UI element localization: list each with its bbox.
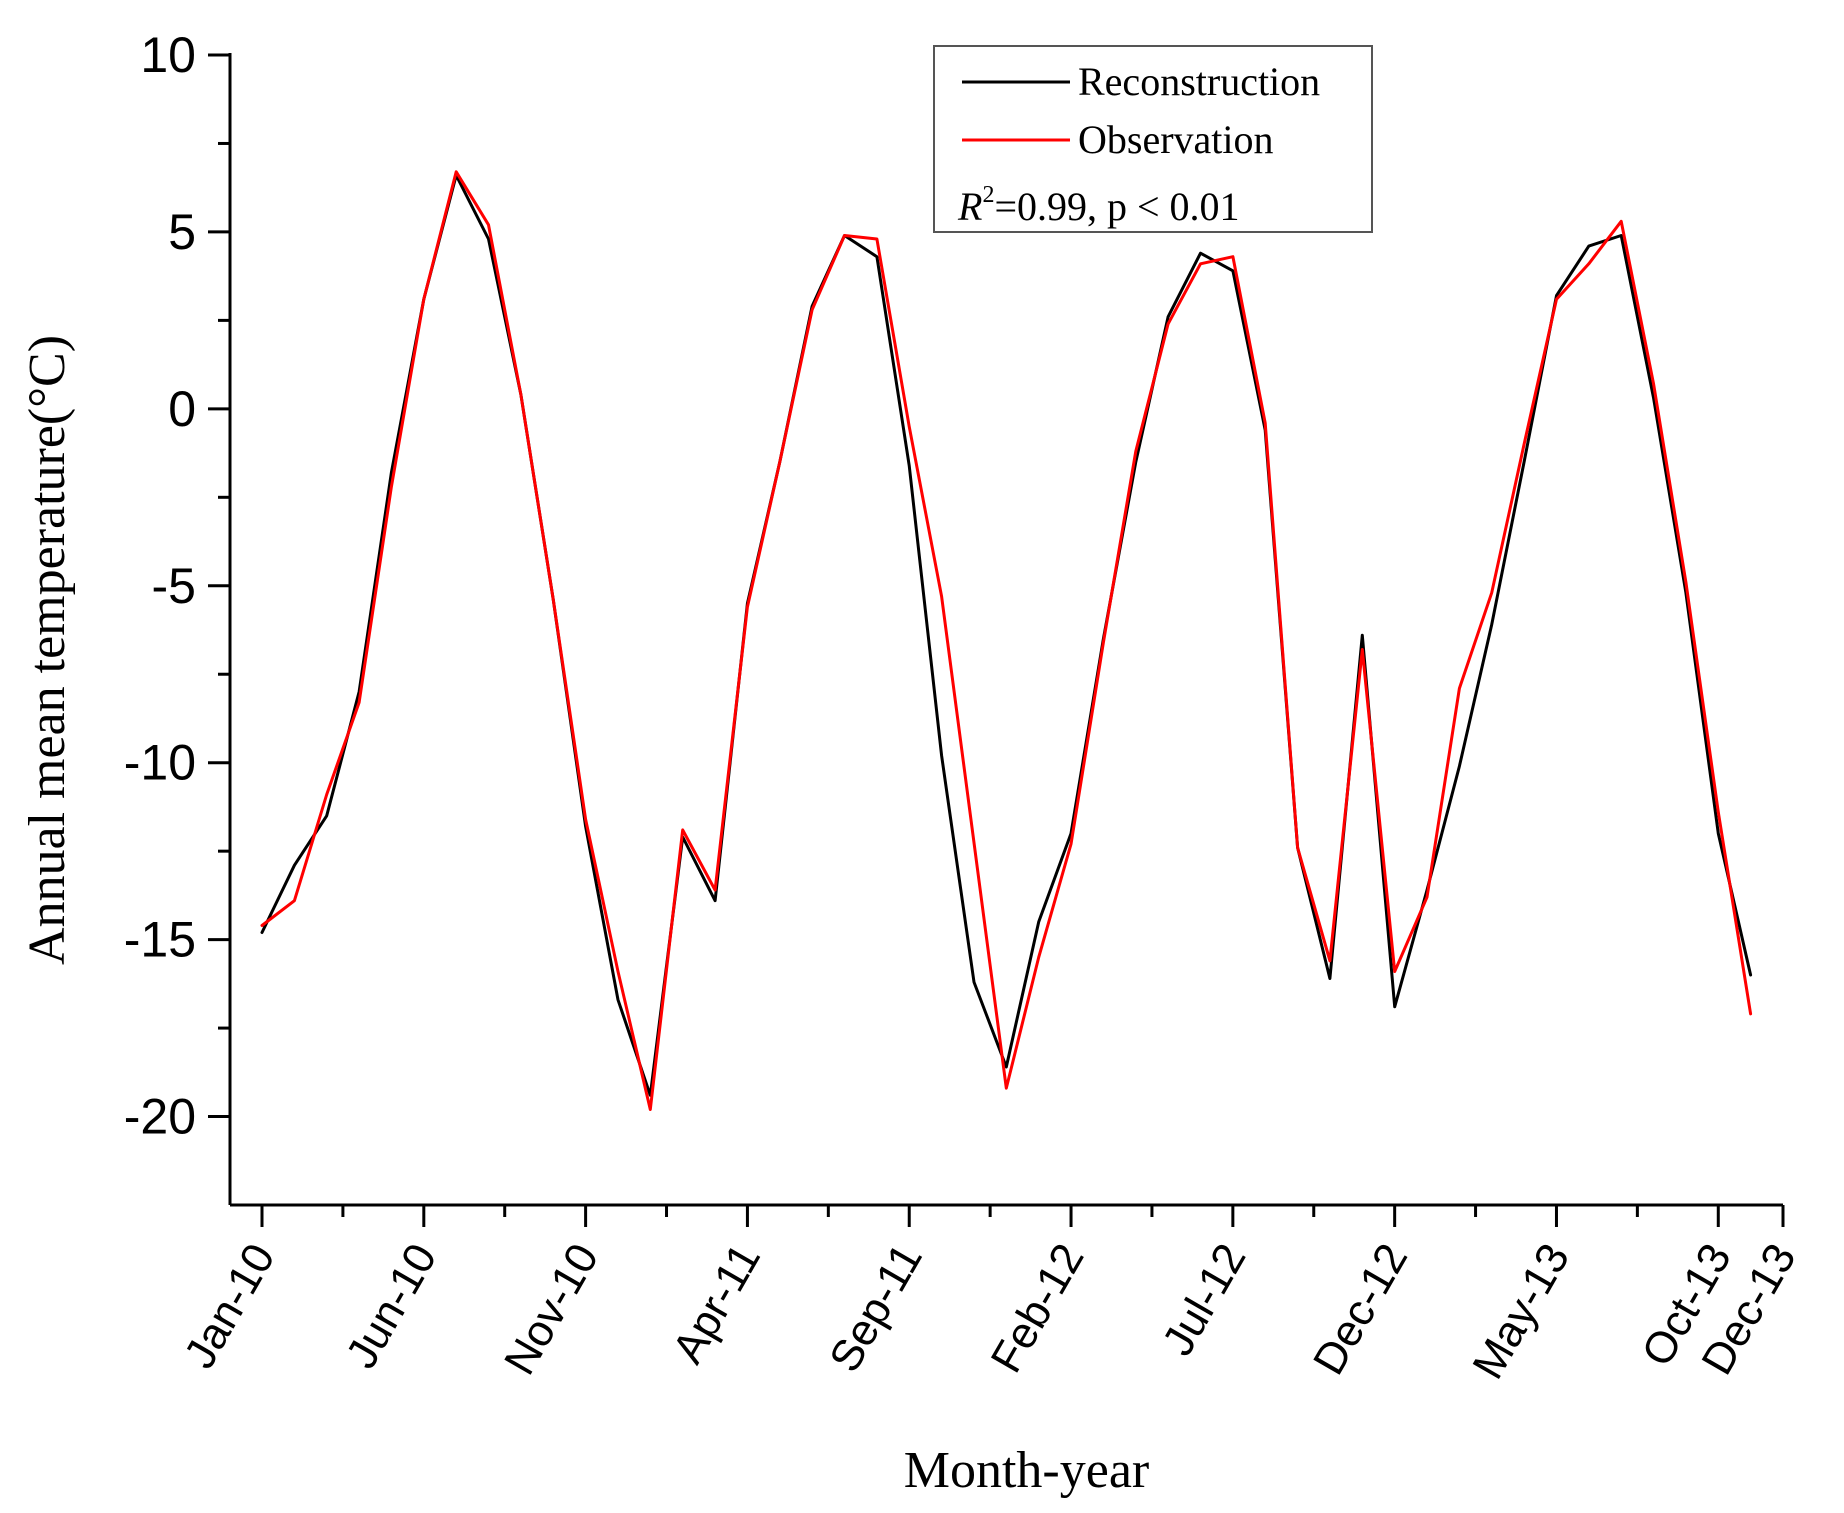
x-tick-label: Sep-11 (820, 1236, 932, 1381)
legend-stat-sup: 2 (982, 182, 994, 208)
y-tick-label: -20 (124, 1089, 196, 1145)
legend-label-observation: Observation (1078, 117, 1274, 162)
series-line-reconstruction (260, 173, 1753, 1097)
x-tick-label: Feb-12 (982, 1236, 1094, 1381)
x-tick-label: May-13 (1463, 1236, 1579, 1388)
x-tick-label: Nov-10 (495, 1236, 608, 1383)
y-tick-label: -5 (152, 558, 196, 614)
series-line-observation (260, 170, 1753, 1111)
y-tick-label: -10 (124, 735, 196, 791)
y-tick-label: 0 (168, 381, 196, 437)
legend-box (933, 45, 1373, 233)
legend-stat-rest: =0.99, p < 0.01 (994, 184, 1239, 229)
x-tick-label: Dec-12 (1304, 1236, 1417, 1383)
y-axis-title: Annual mean temperature(°C) (19, 335, 76, 965)
x-tick-label: Apr-11 (663, 1236, 770, 1372)
legend-stat-annotation: R2=0.99, p < 0.01 (957, 182, 1240, 229)
x-axis-title: Month-year (904, 1442, 1149, 1499)
y-tick-label: 10 (140, 27, 196, 83)
legend-label-reconstruction: Reconstruction (1078, 59, 1320, 104)
axes-group (208, 53, 1785, 1227)
x-tick-label: Jun-10 (337, 1236, 447, 1377)
series-group (260, 170, 1753, 1111)
y-tick-label: -15 (124, 912, 196, 968)
x-tick-label: Jan-10 (175, 1236, 285, 1377)
y-tick-label: 5 (168, 204, 196, 260)
legend-stat-r: R (957, 184, 982, 229)
legend: Reconstruction Observation R2=0.99, p < … (933, 45, 1373, 233)
labels-group: 10 5 0 -5 -10 -15 -20 Jan-10 Jun-10 Nov-10 Apr-11 S… (19, 27, 1806, 1499)
x-tick-label: Jul-12 (1153, 1236, 1255, 1364)
